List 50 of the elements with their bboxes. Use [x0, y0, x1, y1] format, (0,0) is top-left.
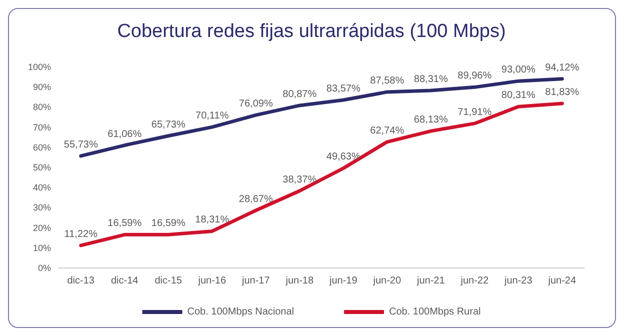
x-tick-label: dic-15 [154, 276, 182, 286]
legend-label: Cob. 100Mbps Nacional [187, 306, 294, 318]
y-tick-label: 40% [32, 182, 51, 193]
data-label: 89,96% [458, 70, 492, 82]
x-tick-label: jun-16 [197, 276, 226, 286]
data-label: 55,73% [64, 139, 98, 150]
y-tick-label: 60% [32, 142, 51, 152]
x-tick-label: jun-18 [284, 276, 314, 286]
y-tick-label: 20% [32, 222, 51, 233]
data-label: 76,09% [238, 98, 273, 110]
data-label: 87,58% [370, 75, 404, 86]
data-label: 71,91% [458, 106, 492, 118]
x-tick-label: jun-17 [240, 276, 270, 286]
x-tick-label: jun-24 [547, 276, 576, 286]
data-label: 16,59% [151, 218, 186, 230]
x-tick-label: dic-13 [67, 276, 95, 286]
data-label: 62,74% [370, 125, 404, 136]
data-label: 70,11% [196, 110, 229, 122]
data-label: 94,12% [545, 62, 580, 74]
data-label: 16,59% [108, 218, 142, 230]
x-tick-label: jun-21 [416, 276, 446, 286]
legend-label: Cob. 100Mbps Rural [389, 306, 481, 318]
data-label: 11,22% [64, 228, 98, 240]
y-tick-label: 70% [32, 122, 51, 132]
y-tick-label: 100% [28, 62, 51, 72]
x-tick-label: dic-14 [111, 276, 139, 286]
y-tick-label: 0% [38, 263, 51, 273]
data-label: 65,73% [151, 119, 186, 130]
data-label: 68,13% [414, 114, 448, 126]
y-tick-label: 50% [32, 162, 51, 172]
data-label: 38,37% [282, 174, 317, 186]
x-tick-label: jun-19 [328, 276, 358, 286]
y-tick-label: 30% [32, 202, 51, 213]
chart-title: Cobertura redes fijas ultrarrápidas (100 Mbps) [117, 21, 506, 42]
data-label: 18,31% [195, 214, 230, 226]
data-label: 49,63% [326, 152, 360, 163]
data-label: 28,67% [238, 194, 273, 205]
data-label: 61,06% [108, 128, 142, 140]
data-label: 93,00% [501, 64, 536, 76]
y-tick-label: 80% [32, 102, 51, 112]
x-tick-label: jun-23 [503, 276, 533, 286]
x-tick-label: jun-20 [372, 276, 402, 286]
y-tick-label: 90% [32, 82, 51, 92]
x-tick-label: jun-22 [460, 276, 489, 286]
data-label: 80,31% [501, 90, 536, 102]
data-label: 83,57% [326, 84, 360, 95]
data-label: 80,87% [282, 88, 317, 100]
data-label: 88,31% [414, 74, 448, 85]
data-label: 81,83% [545, 87, 580, 98]
y-tick-label: 10% [32, 242, 51, 253]
